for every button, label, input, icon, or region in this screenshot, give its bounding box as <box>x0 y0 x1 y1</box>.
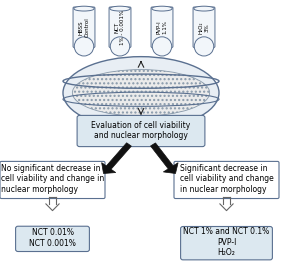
Ellipse shape <box>152 6 172 11</box>
FancyBboxPatch shape <box>181 226 272 260</box>
Ellipse shape <box>194 37 214 56</box>
Ellipse shape <box>63 57 219 129</box>
FancyBboxPatch shape <box>73 7 95 47</box>
FancyBboxPatch shape <box>174 161 279 199</box>
Text: Significant decrease in
cell viability and change
in nuclear morphology: Significant decrease in cell viability a… <box>180 164 273 194</box>
Text: HBSS
Control: HBSS Control <box>79 17 89 37</box>
FancyBboxPatch shape <box>151 7 173 47</box>
FancyBboxPatch shape <box>16 226 89 252</box>
Text: NCT
1% - 0.001%: NCT 1% - 0.001% <box>115 10 125 45</box>
Ellipse shape <box>74 37 94 56</box>
Text: NCT 0.01%
NCT 0.001%: NCT 0.01% NCT 0.001% <box>29 228 76 248</box>
Polygon shape <box>102 143 131 174</box>
Ellipse shape <box>72 70 210 116</box>
Ellipse shape <box>74 6 94 11</box>
Ellipse shape <box>110 37 130 56</box>
Text: H₂O₂
3%: H₂O₂ 3% <box>199 21 209 34</box>
Text: Evaluation of cell viability
and nuclear morphology: Evaluation of cell viability and nuclear… <box>92 121 190 140</box>
FancyBboxPatch shape <box>0 161 105 199</box>
Polygon shape <box>151 143 178 174</box>
FancyBboxPatch shape <box>77 115 205 147</box>
Ellipse shape <box>194 6 214 11</box>
Text: PVP-I
1.1%: PVP-I 1.1% <box>157 20 167 34</box>
FancyBboxPatch shape <box>109 7 131 47</box>
Ellipse shape <box>110 6 130 11</box>
Text: No significant decrease in
cell viability and change in
nuclear morphology: No significant decrease in cell viabilit… <box>1 164 104 194</box>
FancyBboxPatch shape <box>193 7 215 47</box>
Ellipse shape <box>152 37 172 56</box>
Text: NCT 1% and NCT 0.1%
PVP-I
H₂O₂: NCT 1% and NCT 0.1% PVP-I H₂O₂ <box>183 227 270 257</box>
